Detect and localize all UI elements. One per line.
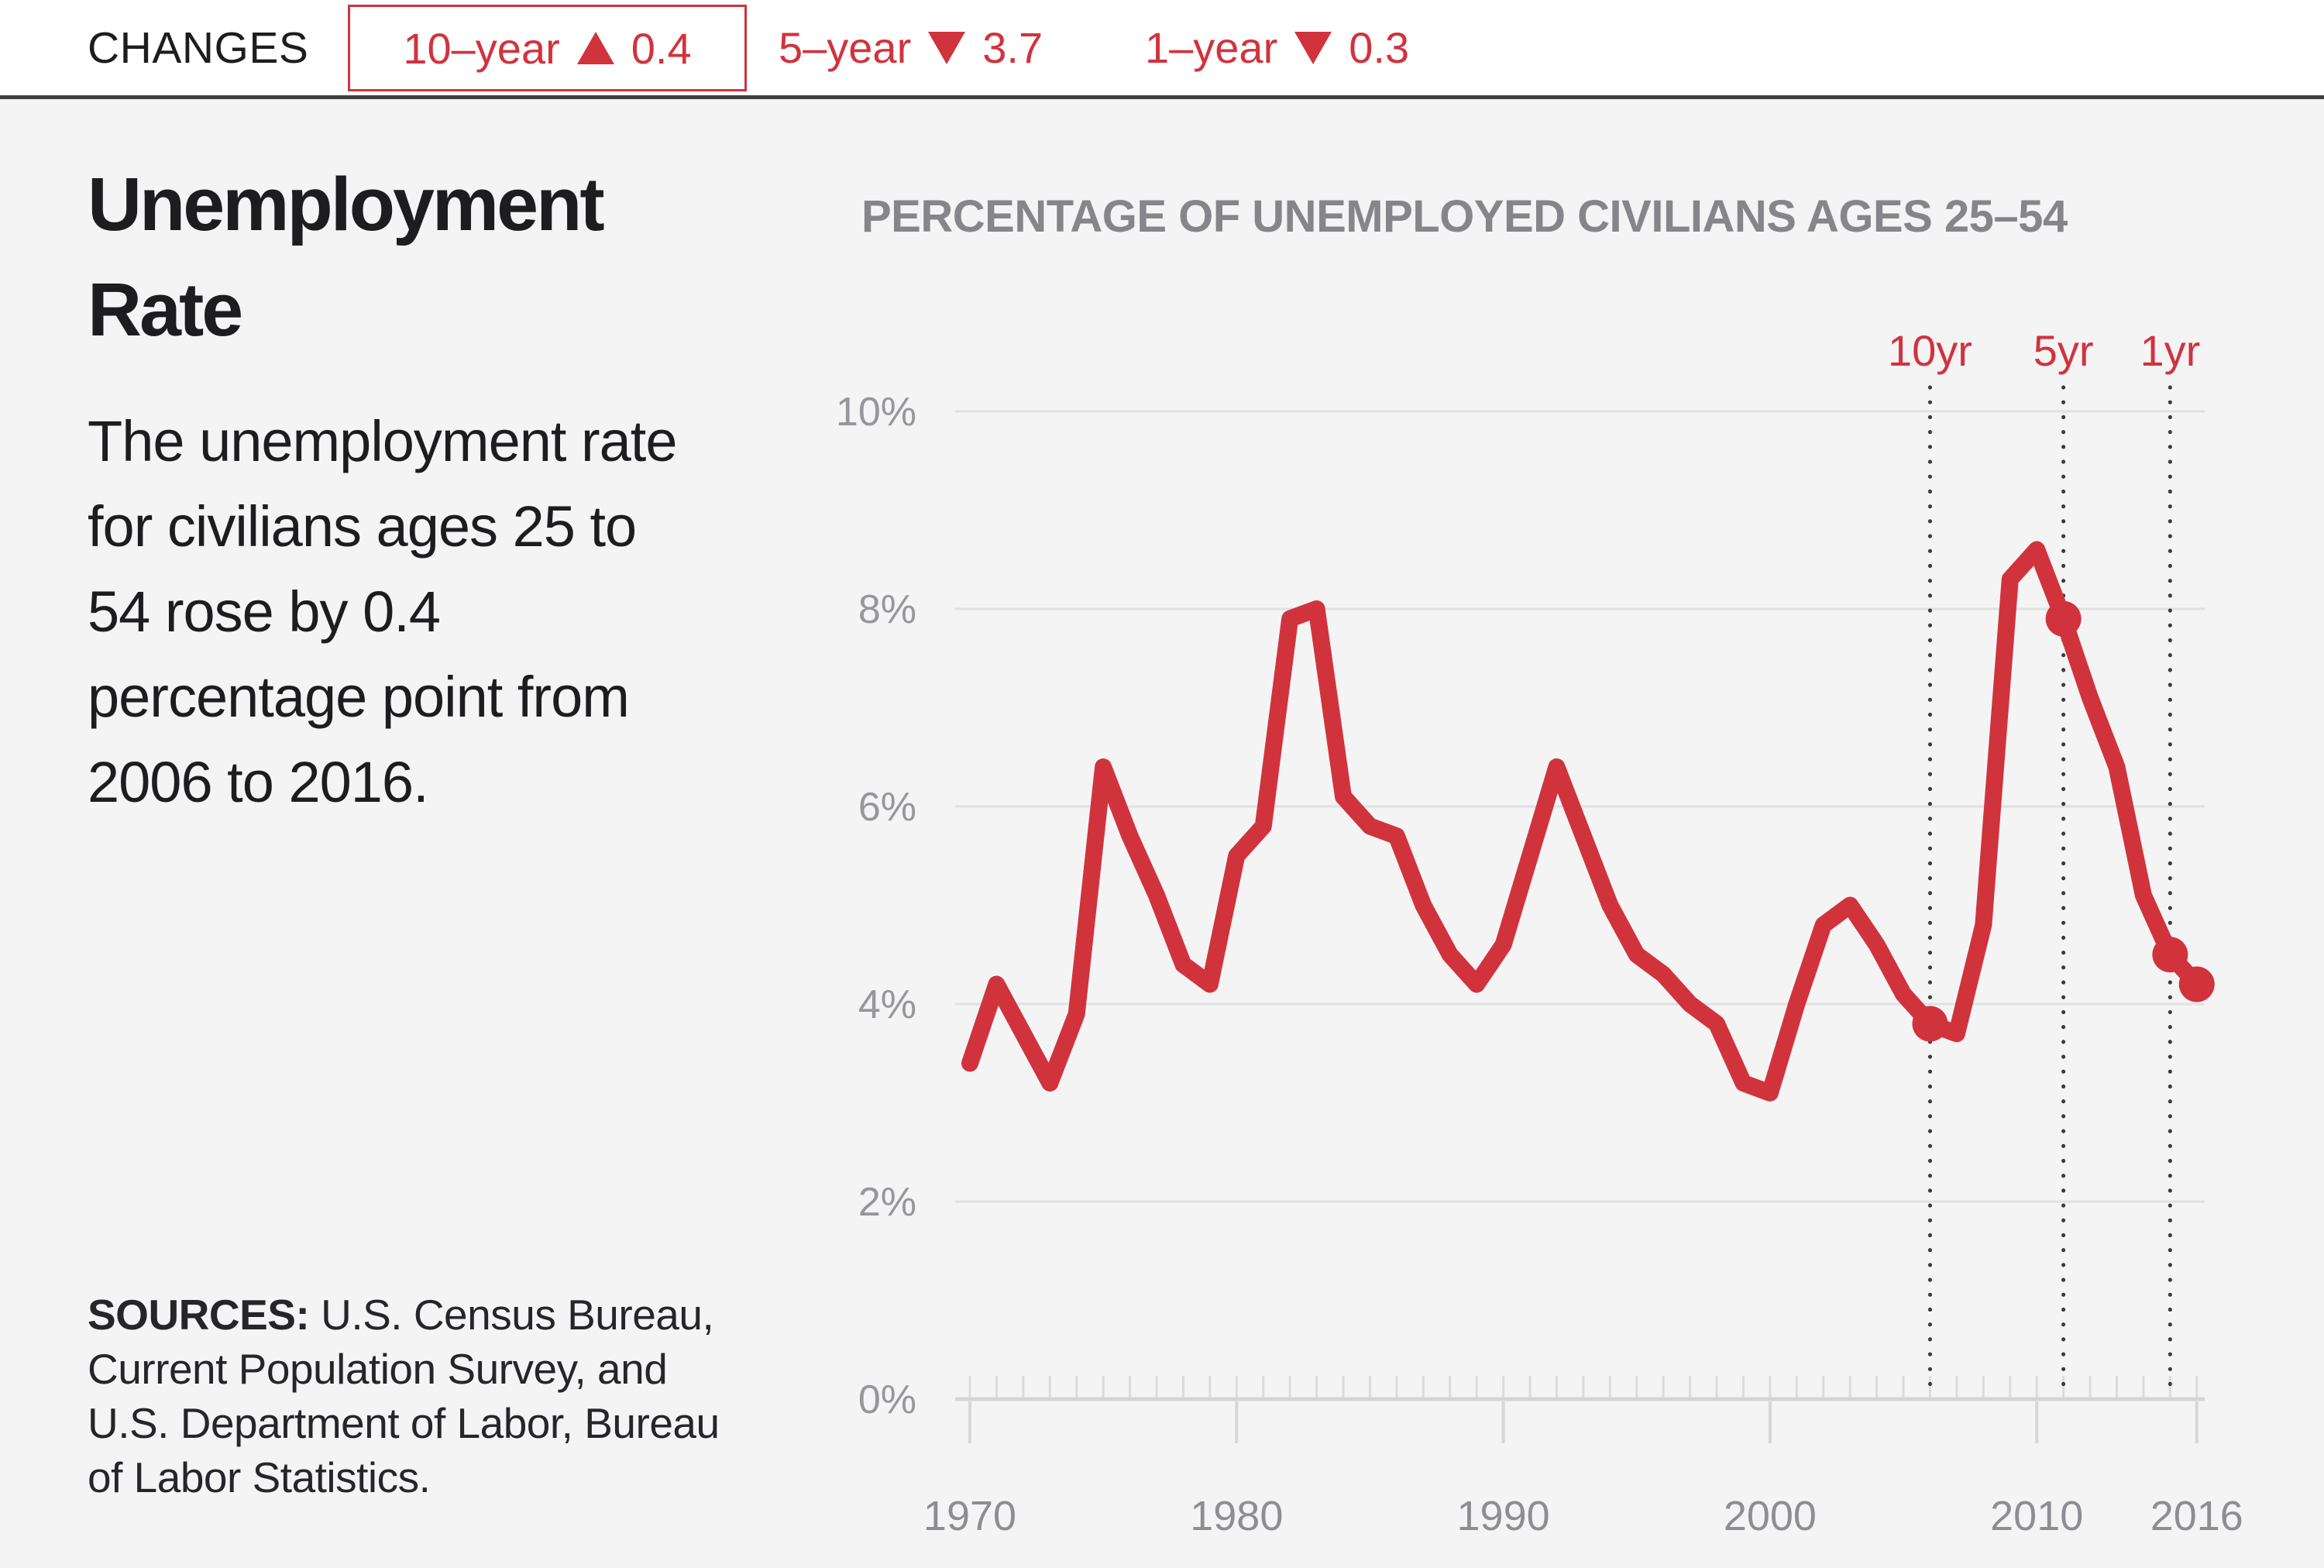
x-axis-label-2000: 2000 bbox=[1724, 1493, 1817, 1539]
y-axis-label: 4% bbox=[858, 982, 916, 1027]
chart-title: PERCENTAGE OF UNEMPLOYED CIVILIANS AGES … bbox=[861, 191, 2068, 242]
sources-line: SOURCES: U.S. Census Bureau, bbox=[88, 1291, 714, 1339]
y-axis-label: 2% bbox=[858, 1180, 916, 1225]
change-toggle-1-year[interactable]: 1–year 0.3 bbox=[1145, 0, 1409, 95]
down-triangle-icon bbox=[1294, 31, 1332, 64]
change-toggle-5-year[interactable]: 5–year 3.7 bbox=[779, 0, 1043, 95]
description-line: for civilians ages 25 to bbox=[88, 494, 637, 559]
sources-line: Current Population Survey, and bbox=[88, 1345, 668, 1393]
change-toggle-10-year[interactable]: 10–year 0.4 bbox=[348, 5, 747, 91]
x-axis-label-1980: 1980 bbox=[1190, 1493, 1283, 1539]
marker-label-1yr: 1yr bbox=[2140, 326, 2200, 375]
change-period-label: 1–year bbox=[1145, 23, 1278, 72]
description-line: 2006 to 2016. bbox=[88, 750, 429, 814]
sources-label: SOURCES: bbox=[88, 1291, 310, 1339]
change-value: 0.4 bbox=[631, 23, 692, 73]
y-axis-label: 0% bbox=[858, 1377, 916, 1422]
y-axis-label: 10% bbox=[836, 390, 916, 435]
up-triangle-icon bbox=[576, 32, 614, 64]
change-period-label: 5–year bbox=[779, 23, 912, 72]
page-title: Unemployment Rate bbox=[88, 152, 605, 363]
description-line: 54 rose by 0.4 bbox=[88, 579, 441, 644]
changes-label: CHANGES bbox=[88, 22, 309, 73]
change-value: 3.7 bbox=[982, 23, 1043, 72]
marker-dot-1yr bbox=[2152, 937, 2188, 973]
sources-note: SOURCES: U.S. Census Bureau, Current Pop… bbox=[88, 1288, 720, 1504]
marker-dot-10yr bbox=[1912, 1006, 1948, 1042]
page-title-line2: Rate bbox=[88, 267, 243, 352]
change-value: 0.3 bbox=[1349, 23, 1410, 72]
y-axis-label: 6% bbox=[858, 785, 916, 830]
sources-line: of Labor Statistics. bbox=[88, 1453, 431, 1501]
x-axis-label-1970: 1970 bbox=[923, 1493, 1016, 1539]
end-point-dot bbox=[2178, 966, 2215, 1002]
x-axis-label-1990: 1990 bbox=[1457, 1493, 1550, 1539]
description-line: percentage point from bbox=[88, 665, 630, 729]
sources-line: U.S. Department of Labor, Bureau bbox=[88, 1399, 720, 1447]
down-triangle-icon bbox=[928, 31, 966, 64]
page-title-line1: Unemployment bbox=[88, 162, 605, 246]
marker-label-10yr: 10yr bbox=[1888, 326, 1972, 375]
description-line: The unemployment rate bbox=[88, 409, 678, 473]
x-axis-label-2016: 2016 bbox=[2150, 1493, 2243, 1539]
changes-header-bar: CHANGES 10–year 0.4 5–year 3.7 1–year 0.… bbox=[0, 0, 2324, 99]
y-axis-label: 8% bbox=[858, 587, 916, 632]
marker-dot-5yr bbox=[2045, 600, 2082, 637]
change-period-label: 10–year bbox=[403, 23, 560, 73]
chart-description: The unemployment rate for civilians ages… bbox=[88, 399, 678, 825]
unemployment-rate-line bbox=[961, 541, 2205, 1102]
x-axis-label-2010: 2010 bbox=[1990, 1493, 2083, 1539]
marker-label-5yr: 5yr bbox=[2033, 326, 2094, 375]
